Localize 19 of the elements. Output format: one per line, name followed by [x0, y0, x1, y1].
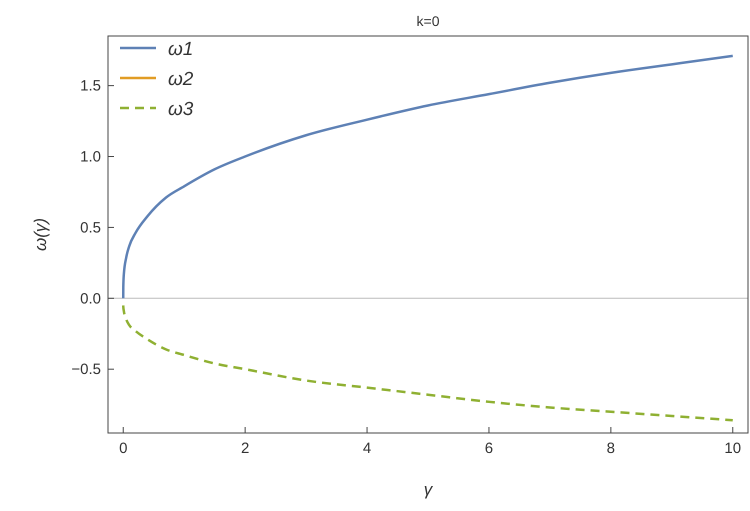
x-tick-label: 10 [724, 440, 742, 457]
y-tick-label: −0.5 [71, 361, 101, 378]
y-tick-label: 1.0 [80, 148, 101, 166]
line-series [122, 54, 734, 300]
x-tick-label: 2 [240, 440, 250, 457]
line-series [122, 304, 734, 422]
x-tick-label: 0 [119, 440, 128, 457]
x-axis-title: γ [424, 480, 434, 499]
x-tick-label: 4 [362, 440, 372, 457]
chart-title: k=0 [416, 13, 440, 29]
legend-label: ω2 [168, 69, 194, 90]
legend-label: ω3 [168, 99, 194, 120]
legend-label: ω1 [168, 39, 194, 60]
y-tick-label: 1.5 [80, 78, 101, 95]
y-tick-label: 0.0 [80, 290, 101, 308]
x-tick-label: 8 [606, 440, 616, 457]
x-tick-label: 6 [484, 440, 494, 457]
y-tick-label: 0.5 [80, 219, 101, 236]
y-axis-title: ω(γ) [31, 218, 50, 252]
